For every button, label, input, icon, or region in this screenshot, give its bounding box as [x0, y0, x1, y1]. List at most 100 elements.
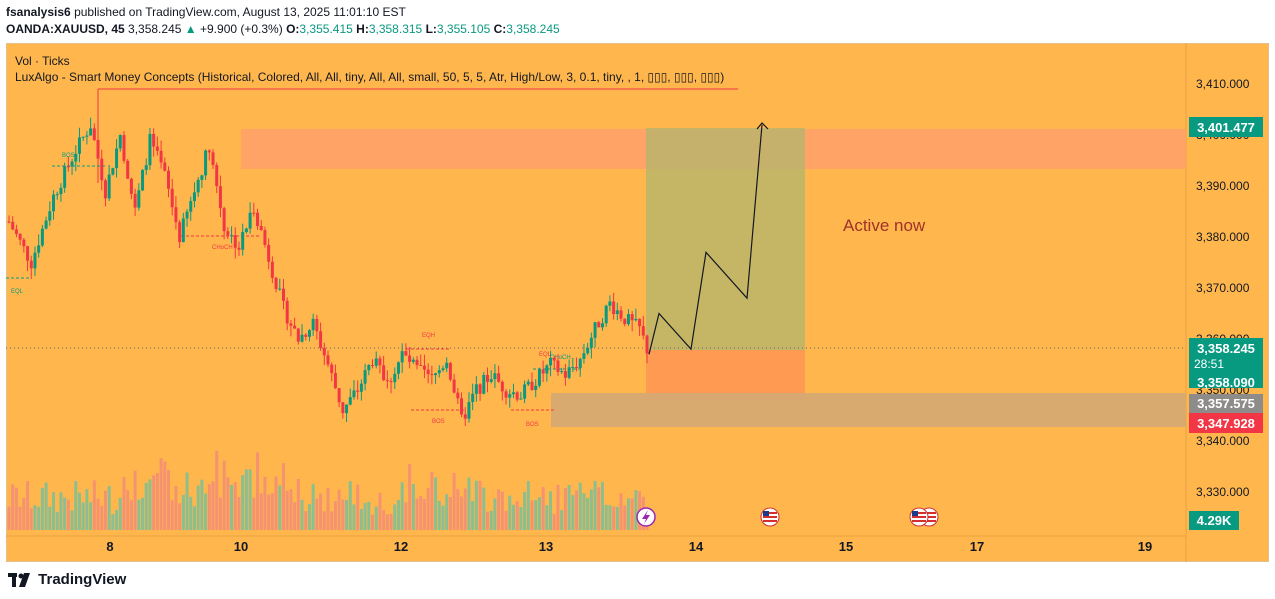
volume-bar	[152, 475, 156, 530]
chart-area[interactable]: BOS EQL CHoCH EQH BOS EQL CHoCH BOS Acti…	[5, 42, 1270, 563]
us-flag-event-icon-pair[interactable]	[909, 507, 939, 527]
candle-body	[22, 239, 26, 247]
volume-bar	[37, 506, 41, 530]
candle-body	[567, 367, 571, 378]
candle-body	[452, 379, 456, 393]
candle-body	[448, 362, 452, 380]
candle-body	[215, 165, 219, 187]
volume-bar	[296, 478, 300, 530]
volume-bar	[22, 497, 26, 530]
candle-body	[311, 318, 315, 331]
candle-body	[270, 261, 274, 278]
volume-bar	[623, 505, 627, 530]
candle-body	[560, 371, 564, 373]
volume-bar	[586, 497, 590, 530]
volume-bar	[537, 497, 541, 530]
price-axis[interactable]: 3,330.0003,340.0003,350.0003,360.0003,37…	[1196, 77, 1250, 499]
candle-body	[37, 245, 41, 253]
volume-bar	[482, 487, 486, 530]
candle-body	[600, 323, 604, 328]
volume-bar	[445, 494, 449, 530]
candle-body	[563, 371, 567, 378]
candle-body	[230, 235, 234, 237]
candle-body	[404, 351, 408, 356]
candle-body	[359, 383, 363, 392]
volume-bar	[89, 502, 93, 530]
volume-bar	[200, 479, 204, 530]
volume-bar	[471, 501, 475, 530]
volume-bar	[630, 498, 634, 530]
us-flag-event-icon[interactable]	[760, 507, 780, 527]
candle-body	[515, 392, 519, 400]
candle-body	[474, 384, 478, 394]
symbol-name[interactable]: OANDA:XAUUSD, 45	[6, 22, 125, 36]
candlesticks	[7, 117, 649, 427]
candle-body	[612, 301, 616, 315]
candle-body	[126, 160, 130, 179]
tradingview-logo[interactable]: TradingView	[8, 571, 126, 588]
volume-bar	[556, 484, 560, 530]
volume-bar	[560, 510, 564, 530]
candle-body	[523, 384, 527, 399]
volume-bar	[237, 497, 241, 530]
candle-body	[511, 392, 515, 395]
publisher-name[interactable]: fsanalysis6	[6, 5, 71, 19]
candle-body	[144, 165, 148, 170]
volume-bar	[319, 493, 323, 530]
candle-body	[597, 322, 601, 328]
smc-indicator-label[interactable]: LuxAlgo - Smart Money Concepts (Historic…	[15, 70, 724, 84]
symbol-ohlc-bar: OANDA:XAUUSD, 45 3,358.245 ▲ +9.900 (+0.…	[6, 22, 560, 36]
volume-bar	[59, 492, 63, 530]
candle-body	[233, 235, 237, 248]
candle-body	[293, 325, 297, 329]
candle-body	[55, 194, 59, 196]
price-tick-label: 3,340.000	[1196, 434, 1250, 448]
candle-body	[103, 180, 107, 199]
candle-body	[530, 381, 534, 391]
candle-body	[66, 166, 70, 168]
volume-bar	[489, 510, 493, 530]
candle-body	[29, 260, 33, 269]
volume-bar	[55, 511, 59, 530]
volume-bar	[337, 489, 341, 530]
volume-bar	[348, 481, 352, 530]
candle-body	[363, 370, 367, 384]
volume-bar	[311, 483, 315, 530]
lightning-event-icon[interactable]	[636, 507, 656, 527]
volume-bar	[44, 482, 48, 530]
volume-bar	[163, 461, 167, 530]
brand-name: TradingView	[38, 571, 127, 588]
volume-bar	[396, 499, 400, 530]
volume-bar	[77, 492, 81, 530]
volume-bar	[615, 506, 619, 530]
candle-body	[44, 220, 48, 229]
volume-bar	[497, 489, 501, 530]
tradingview-logo-icon	[8, 573, 30, 588]
volume-bar	[626, 498, 630, 530]
volume-bar	[192, 506, 196, 530]
volume-bar	[371, 514, 375, 530]
volume-bar	[196, 485, 200, 530]
smc-label: EQL	[539, 352, 552, 358]
chart-svg[interactable]: BOS EQL CHoCH EQH BOS EQL CHoCH BOS Acti…	[5, 42, 1270, 563]
volume-bar	[307, 504, 311, 530]
time-axis[interactable]: 8 10 12 13 14 15 17 19	[106, 539, 1152, 554]
candle-body	[59, 187, 63, 195]
candle-body	[578, 358, 582, 369]
candle-body	[526, 381, 530, 385]
volume-indicator-label[interactable]: Vol · Ticks	[15, 54, 70, 68]
current-price-badge	[1189, 338, 1263, 388]
volume-bar	[352, 504, 356, 530]
level-b-text: 3,357.575	[1197, 396, 1255, 411]
volume-bar	[571, 495, 575, 530]
candle-body	[278, 288, 282, 290]
candle-body	[341, 402, 345, 414]
smc-label: BOS	[62, 153, 75, 159]
candle-body	[196, 179, 200, 193]
smc-label: EQH	[422, 333, 435, 339]
volume-bar	[589, 489, 593, 530]
volume-bar	[222, 460, 226, 530]
candle-body	[593, 322, 597, 338]
volume-bar	[415, 498, 419, 530]
candle-body	[371, 365, 375, 367]
